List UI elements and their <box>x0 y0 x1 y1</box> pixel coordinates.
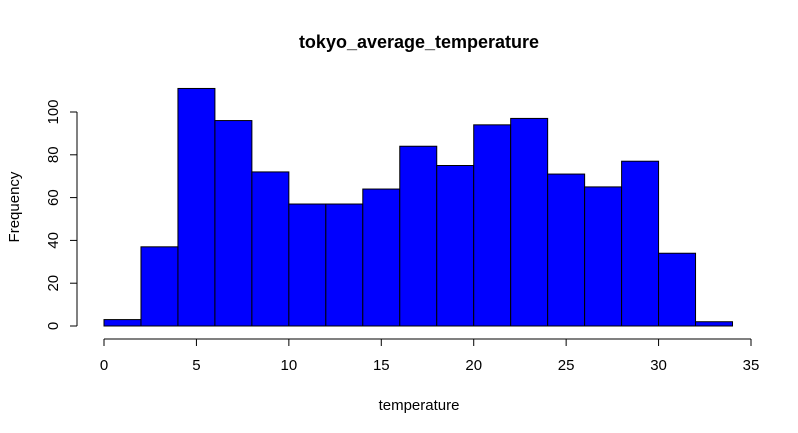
y-axis-label: Frequency <box>6 171 23 242</box>
x-tick-label-2: 10 <box>281 357 298 374</box>
histogram-bar-15 <box>658 252 697 327</box>
histogram-bar-1 <box>140 246 179 327</box>
histogram-bar-0 <box>103 319 142 327</box>
histogram-bar-13 <box>584 186 623 327</box>
x-tick-label-7: 35 <box>743 357 760 374</box>
x-tick-label-6: 30 <box>650 357 667 374</box>
y-axis: 0 20 40 60 80 100 <box>45 99 78 330</box>
y-tick-label-2: 40 <box>45 232 62 249</box>
histogram-bar-8 <box>399 145 438 327</box>
histogram-bar-9 <box>436 165 475 327</box>
histogram-bar-16 <box>695 321 734 327</box>
chart-title: tokyo_average_temperature <box>299 32 539 52</box>
x-axis-label: temperature <box>379 397 460 414</box>
histogram-bar-7 <box>362 188 401 327</box>
x-tick-label-3: 15 <box>373 357 390 374</box>
y-tick-label-5: 100 <box>45 99 62 124</box>
x-tick-label-4: 20 <box>465 357 482 374</box>
y-tick-label-0: 0 <box>45 322 62 330</box>
histogram-bar-4 <box>251 171 290 327</box>
histogram-bar-14 <box>621 160 660 327</box>
histogram-bar-2 <box>177 87 216 327</box>
histogram-bar-12 <box>547 173 586 327</box>
histogram-bar-10 <box>473 124 512 327</box>
bars-group <box>103 87 734 327</box>
x-tick-label-5: 25 <box>558 357 575 374</box>
y-tick-label-1: 20 <box>45 275 62 292</box>
histogram-bar-6 <box>325 203 364 327</box>
histogram-bar-11 <box>510 117 549 327</box>
histogram-bar-3 <box>214 120 253 327</box>
y-tick-label-4: 80 <box>45 146 62 163</box>
y-tick-label-3: 60 <box>45 189 62 206</box>
histogram-bar-5 <box>288 203 327 327</box>
x-tick-label-1: 5 <box>192 357 200 374</box>
x-axis: 0 5 10 15 20 25 30 35 <box>100 338 760 374</box>
x-tick-label-0: 0 <box>100 357 108 374</box>
